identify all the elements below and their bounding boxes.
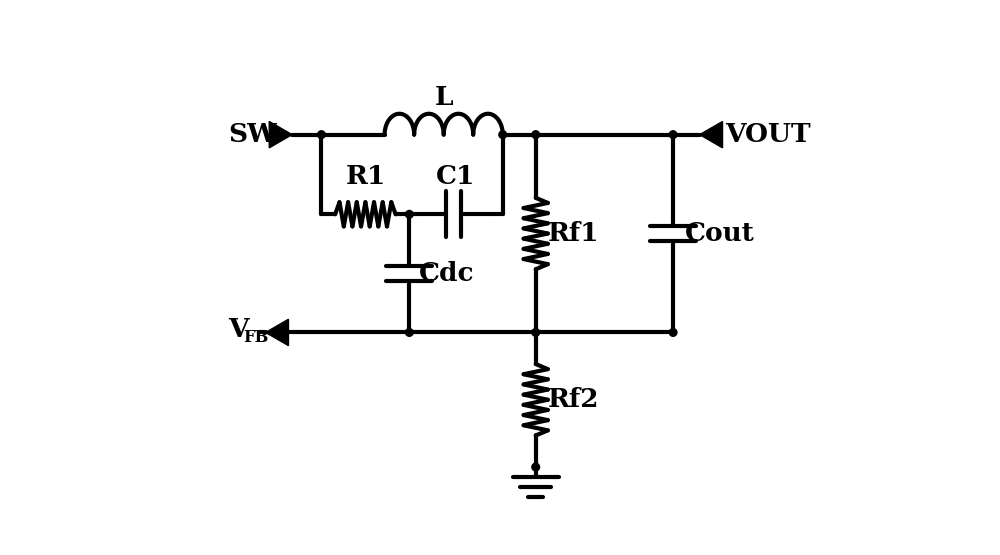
Text: R1: R1	[345, 164, 386, 189]
Polygon shape	[266, 319, 288, 346]
Text: Cout: Cout	[685, 221, 755, 246]
Circle shape	[532, 131, 540, 139]
Text: SW: SW	[228, 122, 277, 147]
Text: Rf1: Rf1	[548, 221, 599, 246]
Polygon shape	[269, 122, 292, 148]
Circle shape	[669, 131, 677, 139]
Text: C1: C1	[436, 164, 476, 189]
Text: Cdc: Cdc	[419, 261, 475, 286]
Text: V: V	[228, 317, 249, 342]
Circle shape	[318, 131, 325, 139]
Circle shape	[532, 329, 540, 336]
Text: Rf2: Rf2	[548, 387, 599, 412]
Circle shape	[405, 210, 413, 218]
Circle shape	[405, 329, 413, 336]
Text: L: L	[434, 85, 453, 110]
Circle shape	[532, 463, 540, 471]
Text: VOUT: VOUT	[725, 122, 811, 147]
Circle shape	[669, 329, 677, 336]
Text: FB: FB	[243, 330, 268, 346]
Circle shape	[499, 131, 507, 139]
Polygon shape	[700, 122, 723, 148]
